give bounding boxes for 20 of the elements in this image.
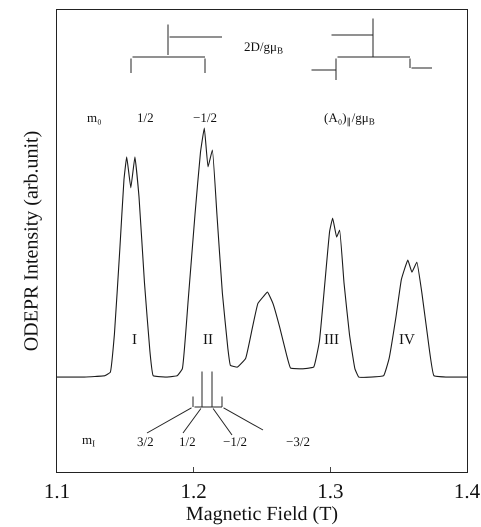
y-axis-title: ODEPR Intensity (arb.unit) (20, 130, 42, 352)
text: (A₀)$_{∥}$/gμ$_{B}$ (324, 110, 375, 127)
annotation: III (324, 332, 339, 348)
annotation: IV (399, 332, 415, 348)
text: 1/2 (137, 110, 154, 125)
annotation: −3/2 (286, 434, 310, 449)
annotation: 1/2 (179, 434, 196, 449)
x-tick-label: 1.1 (44, 479, 70, 504)
annotation: m$_{I}$ (82, 432, 96, 449)
x-tick-label: 1.2 (180, 479, 207, 504)
annotation: I (132, 332, 137, 348)
annotation: II (203, 332, 213, 348)
annotation: 3/2 (137, 434, 154, 449)
text: 2D/gμ$_{B}$ (244, 39, 284, 56)
text: m₀ (87, 110, 102, 125)
x-tick-label: 1.4 (454, 479, 481, 504)
text: −1/2 (193, 110, 217, 125)
annotation: −1/2 (223, 434, 247, 449)
x-tick-label: 1.3 (317, 479, 344, 504)
x-axis-title: Magnetic Field (T) (186, 503, 338, 526)
